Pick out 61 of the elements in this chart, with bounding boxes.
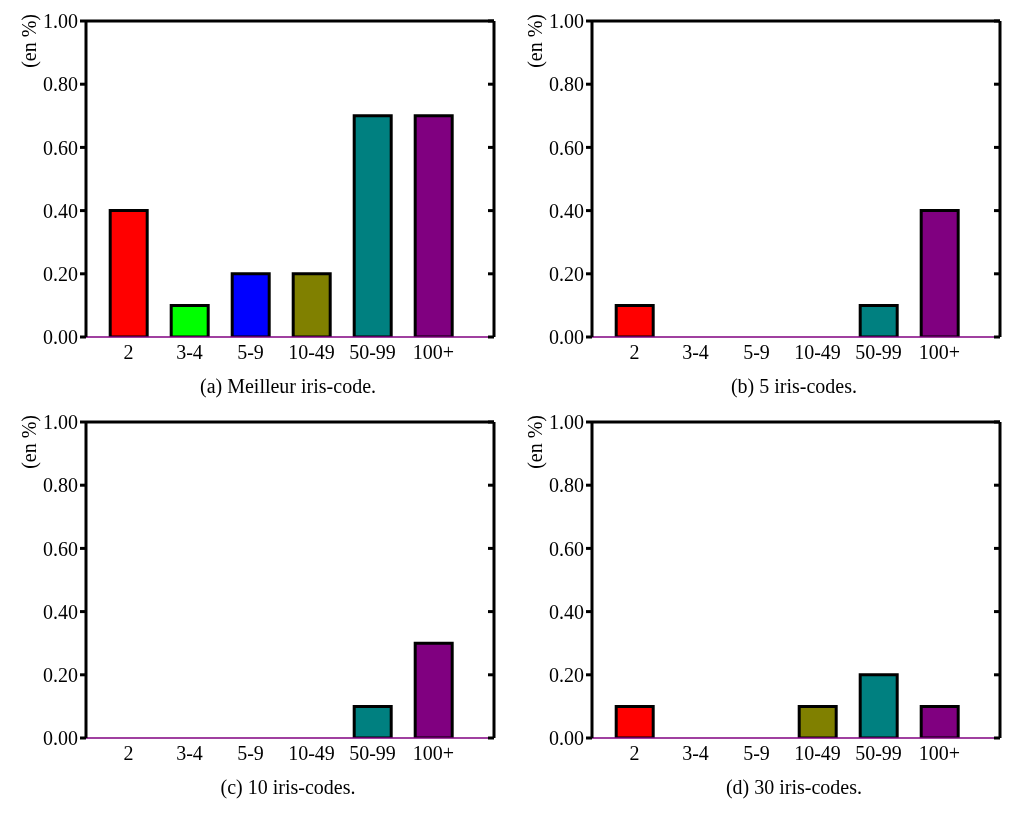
x-tick-label: 100+: [918, 742, 961, 765]
x-tick-label: 2: [629, 742, 640, 765]
y-tick-label: 0.40: [43, 199, 78, 222]
y-axis-title: (en %): [524, 415, 546, 469]
y-tick-label: 0.40: [549, 199, 584, 222]
y-tick-label: 0.40: [549, 600, 584, 623]
x-tick-label: 100+: [918, 341, 961, 364]
y-tick-label: 0.20: [549, 663, 584, 686]
text: (b) 5 iris-codes.: [729, 375, 859, 400]
x-tick-label: 3-4: [682, 341, 709, 364]
x-tick-label: 3-4: [176, 742, 203, 765]
y-tick-label: 0.60: [43, 537, 78, 560]
x-tick-label: 2: [629, 341, 640, 364]
x-tick-label: 50-99: [855, 742, 902, 765]
x-tick-label: 2: [123, 742, 134, 765]
x-tick-label: 5-9: [743, 341, 770, 364]
y-tick-label: 1.00: [43, 10, 78, 33]
x-tick-label: 3-4: [682, 742, 709, 765]
y-tick-label: 1.00: [549, 411, 584, 434]
y-tick-label: 0.60: [43, 136, 78, 159]
y-tick-label: 1.00: [549, 10, 584, 33]
y-tick-label: 0.00: [43, 326, 78, 349]
x-tick-label: 100+: [412, 742, 455, 765]
y-axis-title: (en %): [18, 14, 40, 68]
x-tick-label: 5-9: [237, 341, 264, 364]
y-tick-label: 0.20: [549, 262, 584, 285]
y-tick-label: 0.80: [43, 73, 78, 96]
bar: [352, 114, 393, 337]
y-tick-label: 1.00: [43, 411, 78, 434]
bar: [230, 272, 271, 337]
text: (a) Meilleur iris-code.: [198, 375, 377, 400]
text: (d) 30 iris-codes.: [724, 776, 864, 801]
y-tick-label: 0.00: [549, 727, 584, 750]
x-tick-label: 5-9: [743, 742, 770, 765]
y-tick-label: 0.40: [43, 600, 78, 623]
bar: [291, 272, 332, 337]
y-tick-label: 0.80: [549, 73, 584, 96]
x-tick-label: 100+: [412, 341, 455, 364]
y-tick-label: 0.00: [549, 326, 584, 349]
y-tick-label: 0.20: [43, 262, 78, 285]
text: (c) 10 iris-codes.: [219, 776, 357, 801]
bar: [169, 303, 210, 337]
y-axis-title: (en %): [18, 415, 40, 469]
x-tick-label: 50-99: [855, 341, 902, 364]
bar: [108, 209, 149, 337]
x-tick-label: 2: [123, 341, 134, 364]
y-tick-label: 0.60: [549, 537, 584, 560]
x-tick-label: 10-49: [794, 341, 841, 364]
x-tick-label: 50-99: [349, 341, 396, 364]
x-tick-label: 3-4: [176, 341, 203, 364]
y-axis-title: (en %): [524, 14, 546, 68]
y-tick-label: 0.80: [549, 474, 584, 497]
x-tick-label: 10-49: [288, 341, 335, 364]
y-tick-label: 0.20: [43, 663, 78, 686]
y-tick-label: 0.60: [549, 136, 584, 159]
y-tick-label: 0.00: [43, 727, 78, 750]
x-tick-label: 10-49: [794, 742, 841, 765]
y-tick-label: 0.80: [43, 474, 78, 497]
x-tick-label: 50-99: [349, 742, 396, 765]
x-tick-label: 10-49: [288, 742, 335, 765]
x-tick-label: 5-9: [237, 742, 264, 765]
